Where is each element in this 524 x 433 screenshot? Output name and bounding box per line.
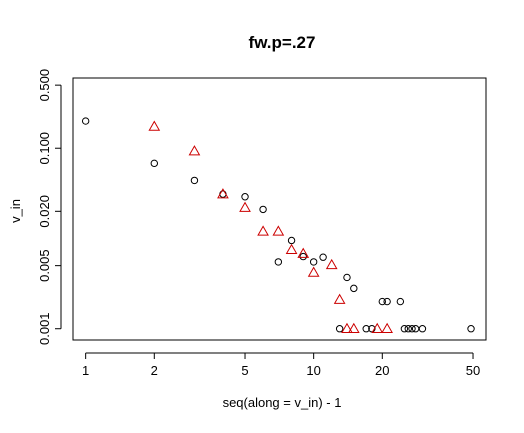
y-axis-label: v_in — [8, 199, 23, 223]
y-tick-label: 0.001 — [37, 312, 52, 345]
circle-point — [396, 297, 405, 306]
x-tick-label: 20 — [375, 363, 389, 378]
triangle-point — [341, 322, 353, 333]
circle-point — [309, 258, 318, 266]
circle-point — [335, 325, 344, 333]
triangle-point — [285, 243, 298, 255]
circle-point — [190, 176, 199, 185]
triangle-point — [272, 225, 285, 236]
x-tick-label: 10 — [306, 363, 320, 378]
circle-point — [299, 252, 307, 261]
plot-frame — [72, 77, 487, 341]
circle-point — [378, 297, 386, 306]
triangle-point — [371, 322, 384, 333]
circle-point — [404, 325, 412, 333]
circle-point — [362, 325, 370, 333]
triangle-point — [333, 293, 346, 304]
triangle-point — [347, 322, 360, 333]
circle-point — [467, 325, 475, 333]
triangle-point — [217, 188, 229, 199]
circle-point — [150, 159, 158, 168]
circle-point — [368, 325, 376, 333]
circle-point — [343, 273, 351, 282]
circle-point — [408, 325, 416, 333]
triangle-point — [381, 322, 393, 333]
triangle-point — [239, 201, 251, 212]
y-tick-label: 0.500 — [37, 69, 52, 102]
data-points — [81, 117, 475, 333]
x-tick-label: 1 — [82, 363, 89, 378]
triangle-point — [325, 258, 338, 270]
triangle-point — [188, 145, 201, 156]
circle-point — [241, 193, 249, 201]
circle-point — [287, 236, 296, 245]
y-axis: 0.001 0.005 0.020 0.100 0.500 — [37, 69, 62, 345]
y-tick-label: 0.020 — [37, 195, 52, 228]
circle-point — [400, 325, 409, 333]
circle-point — [274, 258, 283, 266]
circle-point — [81, 117, 90, 125]
triangle-point — [297, 247, 310, 258]
circle-point — [219, 190, 227, 198]
x-axis: 1 2 5 10 20 50 — [82, 352, 480, 378]
y-tick-label: 0.100 — [37, 132, 52, 165]
x-tick-label: 5 — [241, 363, 248, 378]
circle-point — [319, 253, 327, 261]
circle-point — [418, 325, 427, 333]
triangle-point — [148, 120, 161, 131]
triangle-point — [257, 225, 269, 236]
y-tick-label: 0.005 — [37, 249, 52, 282]
triangle-point — [307, 266, 320, 277]
circle-point — [383, 297, 391, 306]
circle-point — [259, 205, 267, 214]
x-tick-label: 50 — [466, 363, 480, 378]
x-tick-label: 2 — [151, 363, 158, 378]
chart-title: fw.p=.27 — [249, 33, 316, 52]
x-axis-label: seq(along = v_in) - 1 — [223, 395, 342, 410]
circle-point — [350, 284, 358, 293]
